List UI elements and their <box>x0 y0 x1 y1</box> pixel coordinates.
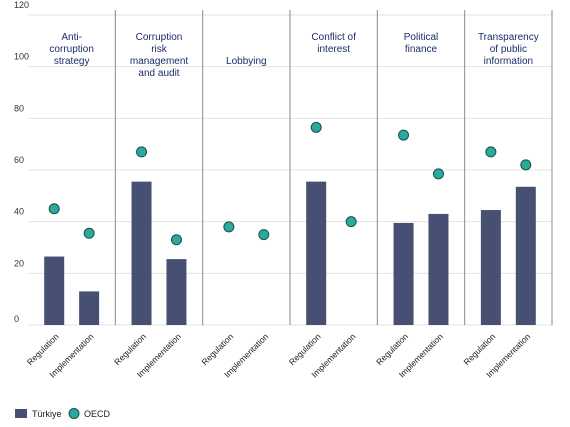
marker-oecd <box>310 121 322 133</box>
y-tick-label: 40 <box>14 207 24 217</box>
y-tick-label: 60 <box>14 155 24 165</box>
legend-swatch-turkiye <box>15 409 27 418</box>
panel-title: Anti- <box>61 32 82 43</box>
panel-title: management <box>130 56 189 67</box>
marker-oecd <box>170 234 182 246</box>
panel-title: interest <box>317 44 350 55</box>
panel-title: of public <box>490 44 527 55</box>
marker-oecd <box>398 129 410 141</box>
marker-oecd <box>485 146 497 158</box>
panel-title: information <box>484 56 533 67</box>
legend-label-oecd: OECD <box>84 409 111 419</box>
panel: Anti-corruptionstrategyRegulationImpleme… <box>25 32 100 380</box>
panel-title: risk <box>151 44 168 55</box>
y-tick-label: 0 <box>14 314 19 324</box>
x-category-label: Regulation <box>461 331 497 367</box>
bar-turkiye <box>306 181 327 325</box>
y-axis-ticks: 0 20 40 60 80 100 120 <box>14 0 29 324</box>
marker-oecd <box>83 227 95 239</box>
panel-title: Corruption <box>136 32 183 43</box>
bar-turkiye <box>44 256 65 325</box>
panel: Conflict ofinterestRegulationImplementat… <box>287 32 358 380</box>
marker-oecd <box>345 216 357 228</box>
bar-turkiye <box>131 181 152 325</box>
legend-label-turkiye: Türkiye <box>32 409 62 419</box>
x-category-label: Regulation <box>374 331 410 367</box>
y-tick-label: 80 <box>14 103 24 113</box>
bar-turkiye <box>166 259 187 325</box>
panel-title: strategy <box>54 56 90 67</box>
marker-oecd <box>432 168 444 180</box>
bar-turkiye <box>393 222 414 325</box>
bar-turkiye <box>480 210 501 325</box>
bar-turkiye <box>428 213 449 325</box>
x-category-label: Regulation <box>112 331 148 367</box>
bar-turkiye <box>515 186 536 325</box>
panel-title: Political <box>404 32 438 43</box>
panel-dividers <box>114 10 553 325</box>
y-tick-label: 20 <box>14 258 24 268</box>
panel-title: finance <box>405 44 438 55</box>
panel-title: Lobbying <box>226 56 267 67</box>
bar-turkiye <box>79 291 100 325</box>
marker-oecd <box>258 229 270 241</box>
panel-title: and audit <box>138 68 179 79</box>
marker-oecd <box>520 159 532 171</box>
marker-oecd <box>223 221 235 233</box>
panel-title: Conflict of <box>311 32 356 43</box>
marker-oecd <box>48 203 60 215</box>
panel-title: corruption <box>49 44 93 55</box>
panel-title: Transparency <box>478 32 539 43</box>
y-tick-label: 100 <box>14 52 29 62</box>
panels: Anti-corruptionstrategyRegulationImpleme… <box>25 32 539 380</box>
legend-swatch-oecd <box>68 408 80 419</box>
y-tick-label: 120 <box>14 0 29 10</box>
x-category-label: Regulation <box>199 331 235 367</box>
x-category-label: Regulation <box>25 331 61 367</box>
marker-oecd <box>136 146 148 158</box>
legend: Türkiye OECD <box>15 408 111 419</box>
x-category-label: Regulation <box>287 331 323 367</box>
